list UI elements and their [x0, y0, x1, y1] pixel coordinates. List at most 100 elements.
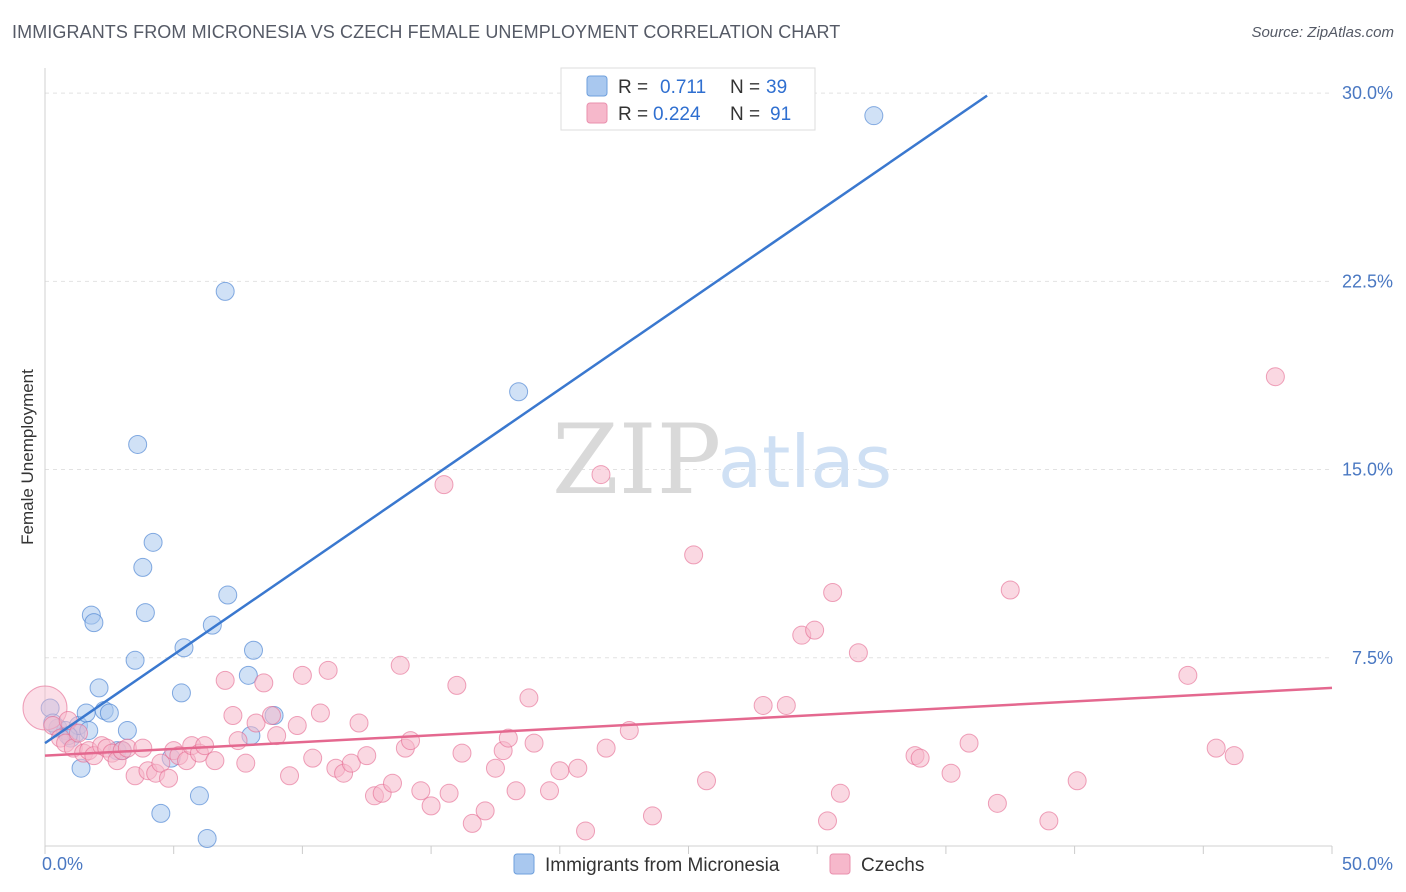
point-s1-46	[349, 713, 369, 733]
y-tick-label-1: 15.0%	[1342, 460, 1393, 480]
trend-line-0	[44, 94, 988, 745]
point-s0-29	[215, 281, 235, 301]
point-s0-35	[509, 382, 529, 402]
point-s1-51	[390, 655, 410, 675]
watermark-zip: ZIP	[552, 404, 721, 516]
point-s1-77	[697, 771, 717, 791]
point-s1-92	[1039, 811, 1059, 831]
point-s1-39	[292, 665, 312, 685]
legend-bottom-swatch-pink	[829, 853, 851, 875]
legend-bottom: Immigrants from Micronesia Czechs	[513, 853, 924, 876]
point-s1-53	[401, 731, 421, 751]
point-s1-30	[223, 705, 243, 725]
point-s1-75	[642, 806, 662, 826]
y-axis-label: Female Unemployment	[18, 369, 37, 545]
point-s0-27	[197, 828, 217, 848]
legend-r-value-2: 0.224	[653, 104, 701, 125]
point-s1-83	[823, 583, 843, 603]
point-s1-65	[506, 781, 526, 801]
y-ticks: 7.5% 15.0% 22.5% 30.0%	[1342, 83, 1393, 668]
chart-source: Source: ZipAtlas.com	[1251, 24, 1394, 41]
point-s0-10	[84, 613, 104, 633]
point-s1-90	[987, 793, 1007, 813]
point-s0-19	[133, 557, 153, 577]
point-s1-6	[68, 723, 88, 743]
point-s0-22	[151, 803, 171, 823]
point-s0-33	[243, 640, 263, 660]
point-s0-31	[238, 665, 258, 685]
point-s1-70	[568, 758, 588, 778]
series-1-points	[22, 367, 1285, 841]
point-s1-40	[303, 748, 323, 768]
point-s1-32	[236, 753, 256, 773]
point-s0-17	[125, 650, 145, 670]
legend-top: R = 0.711 N = 39 R = 0.224 N = 91	[560, 67, 816, 131]
point-s1-93	[1067, 771, 1087, 791]
point-s1-54	[411, 781, 431, 801]
point-s1-94	[1178, 665, 1198, 685]
point-s1-81	[805, 620, 825, 640]
point-s1-42	[318, 660, 338, 680]
y-tick-label-3: 30.0%	[1342, 83, 1393, 103]
trend-lines	[44, 94, 1333, 757]
legend-r-label-1: R =	[618, 77, 648, 98]
point-s1-67	[524, 733, 544, 753]
point-s1-82	[817, 811, 837, 831]
point-s0-16	[117, 721, 137, 741]
point-s1-61	[475, 801, 495, 821]
point-s1-55	[421, 796, 441, 816]
legend-n-value-1: 39	[766, 77, 787, 98]
point-s1-64	[498, 728, 518, 748]
point-s1-71	[576, 821, 596, 841]
point-s1-96	[1224, 746, 1244, 766]
point-s1-47	[357, 746, 377, 766]
point-s1-60	[462, 813, 482, 833]
point-s1-68	[540, 781, 560, 801]
y-tick-label-2: 22.5%	[1342, 271, 1393, 291]
point-s1-56	[434, 475, 454, 495]
legend-bottom-label-czechs: Czechs	[861, 855, 924, 876]
point-s1-87	[910, 748, 930, 768]
point-s1-89	[959, 733, 979, 753]
point-s1-21	[159, 768, 179, 788]
point-s0-36	[864, 106, 884, 126]
point-s1-50	[382, 773, 402, 793]
point-s0-13	[99, 703, 119, 723]
point-s0-21	[143, 532, 163, 552]
point-s1-41	[310, 703, 330, 723]
point-s1-34	[254, 673, 274, 693]
point-s0-18	[128, 434, 148, 454]
legend-n-label-2: N =	[730, 104, 760, 125]
point-s1-27	[195, 736, 215, 756]
point-s1-79	[776, 695, 796, 715]
point-s1-97	[1265, 367, 1285, 387]
point-s0-11	[89, 678, 109, 698]
point-s1-35	[262, 705, 282, 725]
legend-r-label-2: R =	[618, 104, 648, 125]
point-s1-59	[452, 743, 472, 763]
point-s1-73	[596, 738, 616, 758]
legend-top-swatch-blue	[586, 75, 608, 97]
point-s1-72	[591, 465, 611, 485]
point-s1-69	[550, 761, 570, 781]
trend-line-1	[44, 686, 1333, 757]
point-s1-78	[753, 695, 773, 715]
point-s1-33	[246, 713, 266, 733]
point-s0-30	[218, 585, 238, 605]
point-s1-58	[447, 675, 467, 695]
point-s1-45	[341, 753, 361, 773]
watermark-atlas: atlas	[718, 420, 892, 504]
legend-r-value-1: 0.711	[660, 77, 706, 98]
legend-top-swatch-pink	[586, 102, 608, 124]
point-s0-28	[202, 615, 222, 635]
point-s1-85	[848, 643, 868, 663]
point-s1-28	[205, 751, 225, 771]
point-s1-88	[941, 763, 961, 783]
point-s1-84	[830, 783, 850, 803]
point-s0-26	[189, 786, 209, 806]
point-s1-17	[133, 738, 153, 758]
point-s1-95	[1206, 738, 1226, 758]
point-s0-24	[171, 683, 191, 703]
point-s1-38	[287, 716, 307, 736]
point-s1-76	[684, 545, 704, 565]
